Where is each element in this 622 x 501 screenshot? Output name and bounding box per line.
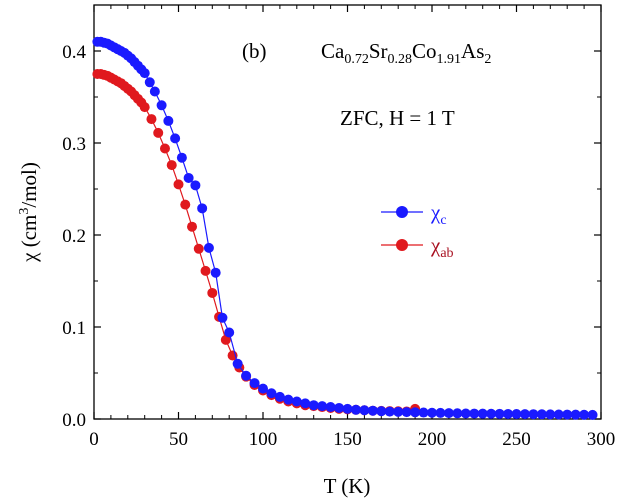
x-tick-label: 300 (587, 429, 616, 450)
data-point-chi-c (494, 408, 505, 419)
data-point-chi-ab (173, 179, 184, 190)
data-point-chi-c (519, 409, 530, 420)
data-point-chi-c (210, 267, 221, 278)
data-point-chi-c (376, 406, 387, 417)
data-point-chi-c (401, 407, 412, 418)
legend-label-chi-ab: χab (430, 233, 454, 261)
data-point-chi-c (545, 409, 556, 420)
legend-marker-chi-c (396, 206, 408, 218)
legend: χc χab (381, 200, 454, 261)
data-point-chi-c (334, 402, 345, 413)
data-point-chi-c (197, 203, 208, 214)
x-tick-label: 150 (333, 429, 362, 450)
data-point-chi-c (203, 242, 214, 253)
data-point-chi-c (486, 408, 497, 419)
axis-ticks: 0 50 100 150 200 250 300 0.0 0.1 0.2 0.3 0.4 (62, 4, 616, 450)
y-axis-title: χ (cm3/mol) (17, 162, 41, 263)
data-point-chi-c (217, 312, 228, 323)
data-point-chi-c (170, 133, 181, 144)
x-tick-label: 200 (418, 429, 447, 450)
data-point-chi-ab (207, 287, 218, 298)
data-point-chi-c (469, 408, 480, 419)
data-point-chi-c (144, 77, 155, 88)
data-point-chi-c (342, 403, 353, 414)
y-tick-label: 0.4 (62, 42, 86, 63)
data-point-chi-c (149, 86, 160, 97)
data-point-chi-c (350, 404, 361, 415)
data-point-chi-c (367, 405, 378, 416)
data-point-chi-c (460, 408, 471, 419)
series-line-chi-c (97, 41, 593, 416)
data-point-chi-c (579, 409, 590, 420)
data-point-chi-c (443, 408, 454, 419)
x-tick-label: 100 (249, 429, 278, 450)
data-point-chi-c (317, 401, 328, 412)
data-point-chi-c (393, 406, 404, 417)
y-tick-label: 0.3 (62, 134, 86, 155)
data-point-chi-c (183, 172, 194, 183)
data-point-chi-c (291, 396, 302, 407)
data-point-chi-c (258, 383, 268, 394)
panel-label: (b) (242, 39, 267, 63)
x-tick-label: 0 (89, 429, 99, 450)
x-tick-label: 250 (502, 429, 531, 450)
data-point-chi-c (570, 409, 581, 420)
legend-label-chi-c: χc (430, 200, 447, 228)
data-point-chi-c (410, 407, 421, 418)
legend-marker-chi-ab (396, 239, 408, 251)
data-point-chi-c (224, 327, 235, 338)
data-point-chi-c (283, 394, 294, 405)
data-point-chi-c (163, 115, 174, 126)
x-tick-label: 50 (169, 429, 188, 450)
data-point-chi-c (427, 407, 437, 418)
data-point-chi-c (300, 398, 311, 409)
chart-title-formula: Ca0.72Sr0.28Co1.91As2 (321, 39, 491, 67)
data-point-chi-c (511, 409, 522, 420)
measurement-condition: ZFC, H = 1 T (340, 106, 455, 130)
data-point-chi-c (452, 408, 463, 419)
series-layer (92, 36, 598, 420)
data-point-chi-c (435, 407, 446, 418)
plot-frame (93, 4, 602, 420)
data-point-chi-c (418, 407, 429, 418)
data-point-chi-c (562, 409, 573, 420)
y-tick-label: 0.1 (62, 318, 86, 339)
data-point-chi-c (249, 378, 260, 389)
data-point-chi-c (587, 409, 598, 420)
data-point-chi-ab (153, 127, 164, 138)
data-point-chi-c (266, 388, 277, 399)
data-point-chi-ab (180, 199, 191, 210)
data-point-chi-c (384, 406, 395, 417)
legend-entry-chi-c: χc (381, 200, 447, 228)
data-point-chi-ab (187, 221, 198, 232)
data-point-chi-ab (193, 243, 204, 254)
x-axis-title: T (K) (324, 474, 371, 498)
data-point-chi-c (139, 68, 150, 79)
data-point-chi-ab (139, 102, 150, 113)
data-point-chi-c (308, 400, 319, 411)
data-point-chi-ab (159, 143, 170, 154)
data-point-chi-c (274, 391, 285, 402)
data-point-chi-ab (146, 114, 157, 125)
y-tick-label: 0.0 (62, 410, 86, 431)
y-tick-label: 0.2 (62, 226, 86, 247)
data-point-chi-c (477, 408, 488, 419)
data-point-chi-c (528, 409, 539, 420)
series-chi-c (92, 36, 598, 420)
data-point-chi-c (536, 409, 547, 420)
data-point-chi-c (176, 152, 187, 163)
data-point-chi-c (190, 180, 201, 191)
data-point-chi-c (241, 370, 252, 381)
legend-entry-chi-ab: χab (381, 233, 454, 261)
data-point-chi-c (359, 405, 370, 416)
data-point-chi-c (325, 402, 336, 413)
data-point-chi-c (156, 100, 167, 111)
data-point-chi-c (553, 409, 564, 420)
data-point-chi-ab (166, 160, 177, 171)
data-point-chi-c (503, 408, 514, 419)
data-point-chi-ab (200, 265, 211, 276)
data-point-chi-c (232, 358, 243, 369)
